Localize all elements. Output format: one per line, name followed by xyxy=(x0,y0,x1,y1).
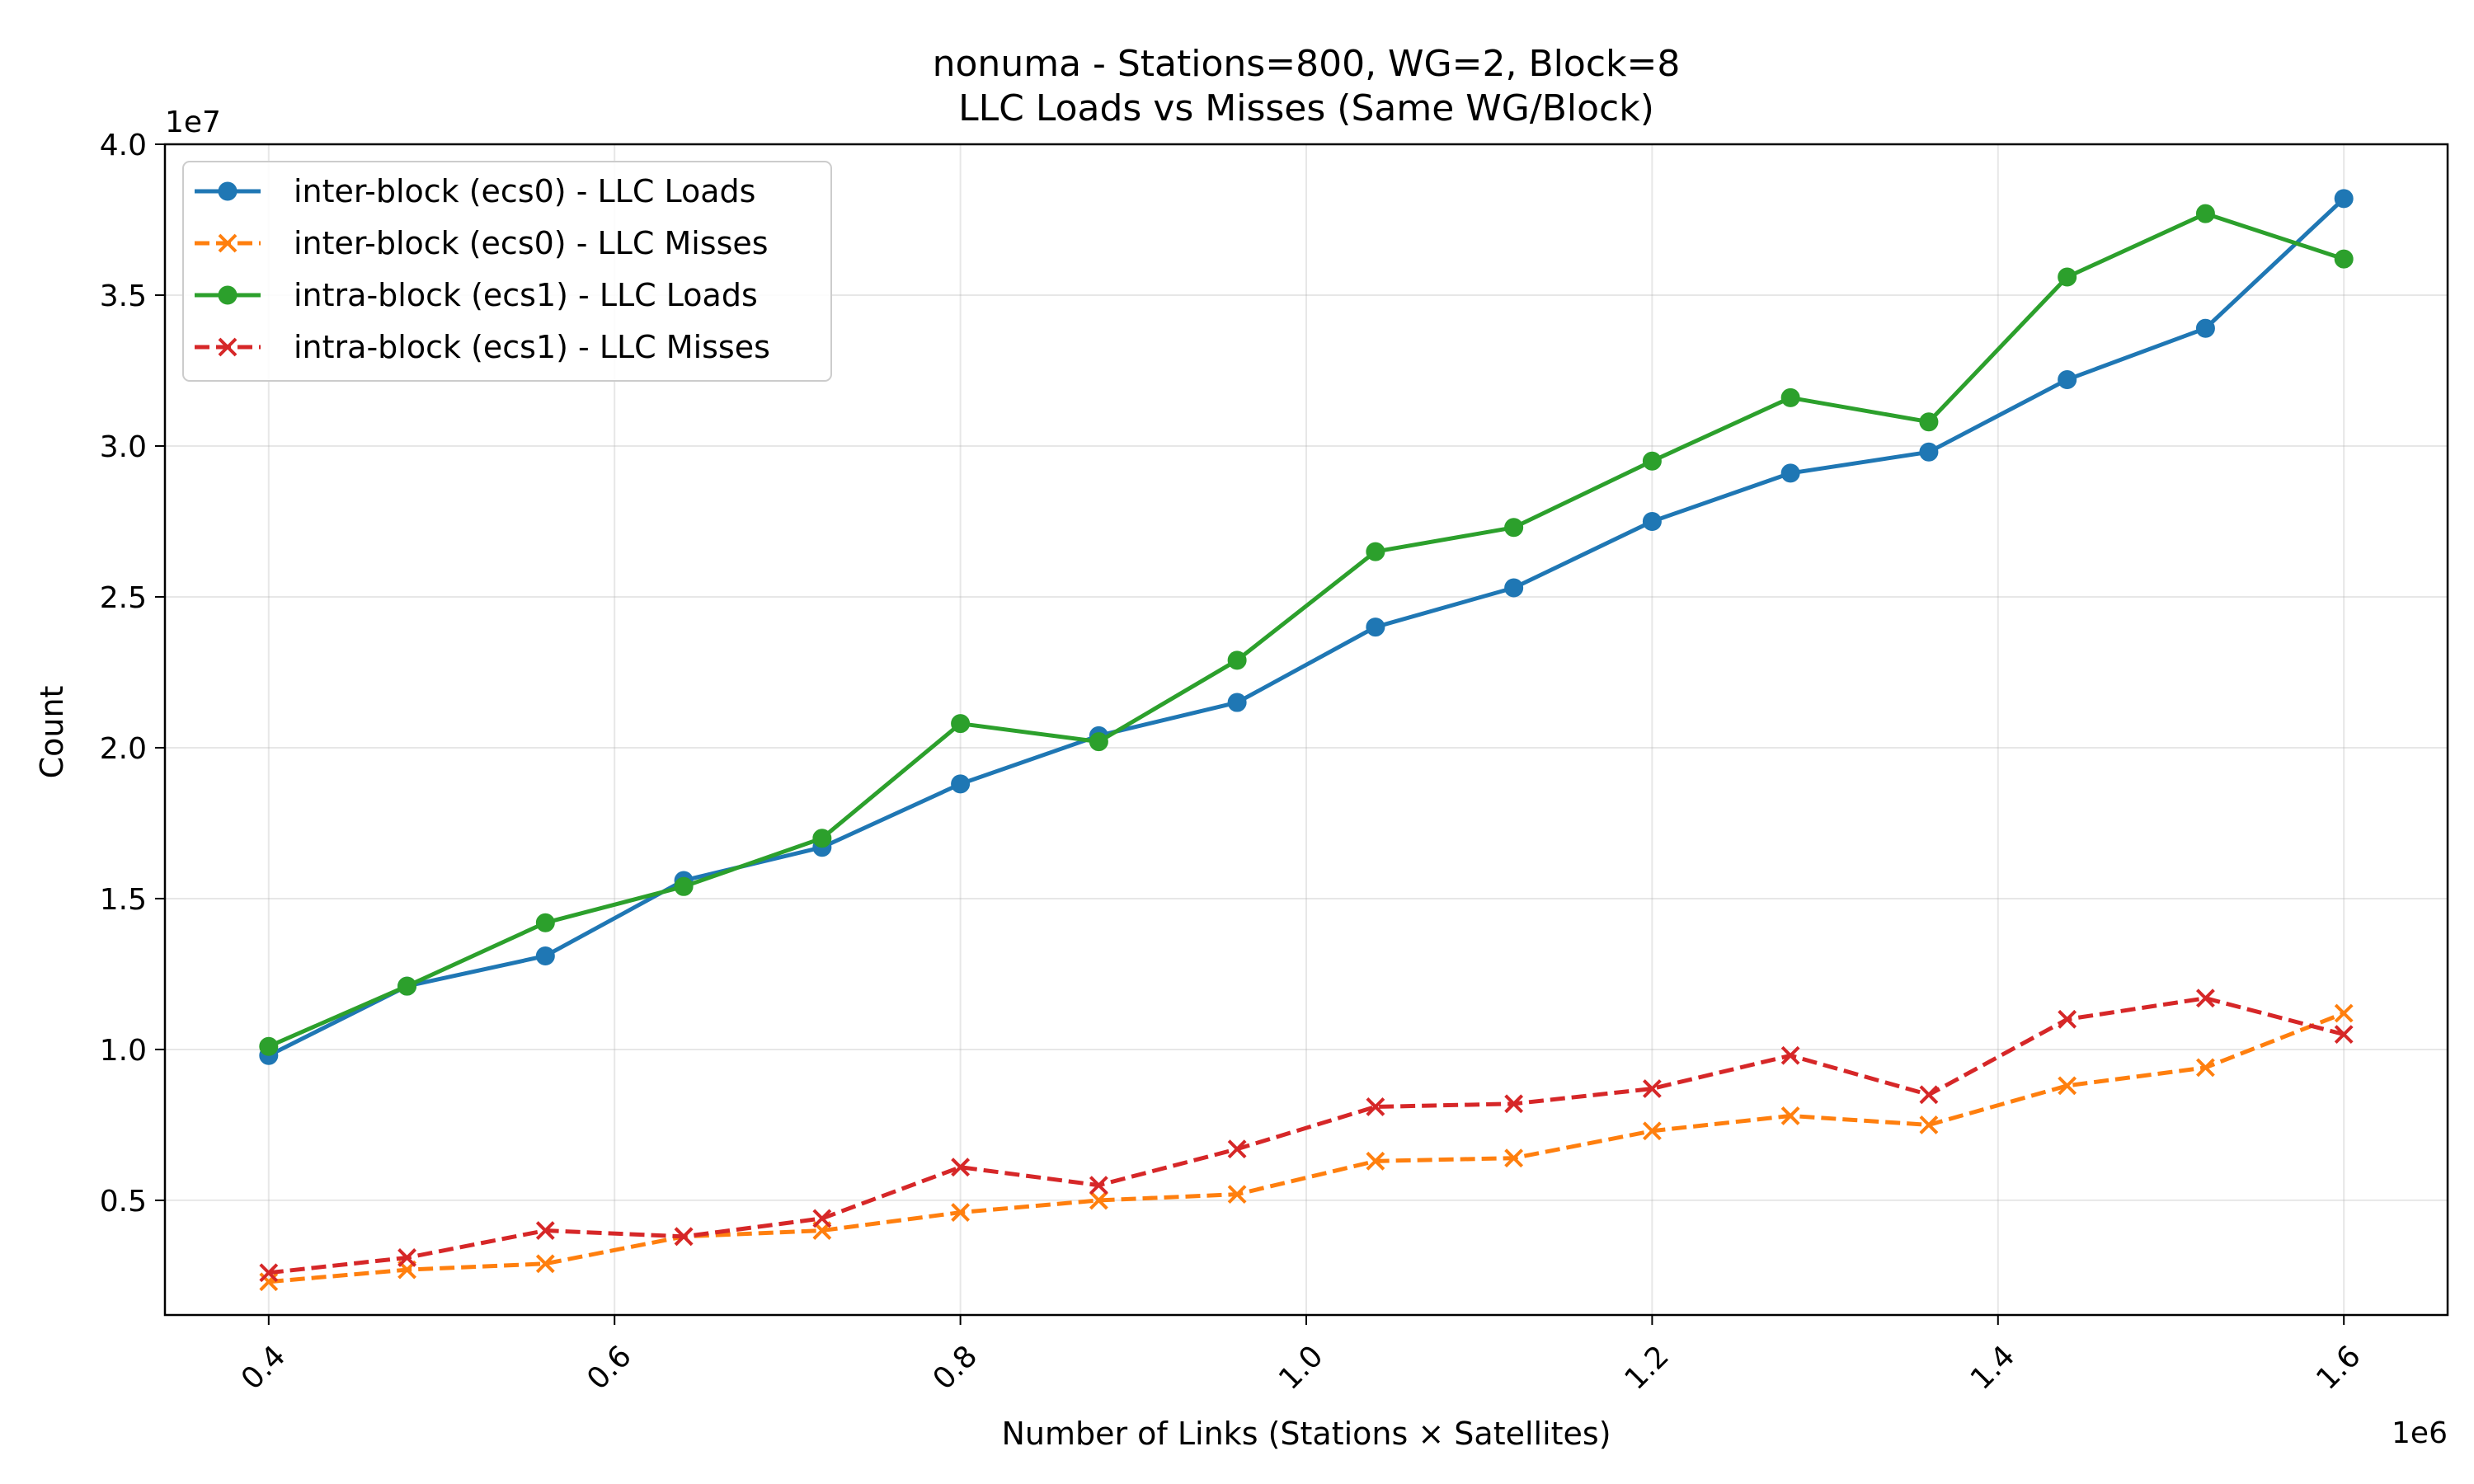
x-axis-label: Number of Links (Stations × Satellites) xyxy=(1001,1416,1611,1452)
series-4-point xyxy=(397,1248,416,1267)
series-3-point xyxy=(812,829,832,848)
series-layer xyxy=(259,189,2354,1292)
series-1-line xyxy=(267,197,2345,1058)
series-4-point xyxy=(535,1221,555,1240)
series-2-point xyxy=(2334,1003,2354,1023)
y-axis-label: Count xyxy=(34,686,70,779)
legend-marker xyxy=(218,181,238,201)
series-4-point xyxy=(1227,1139,1247,1159)
y-tick-label: 0.5 xyxy=(100,1185,147,1219)
series-4-point xyxy=(2196,989,2215,1008)
chart-subtitle: LLC Loads vs Misses (Same WG/Block) xyxy=(958,87,1654,129)
plot-frame xyxy=(163,143,2449,1317)
series-3-point xyxy=(535,913,555,932)
series-4-point xyxy=(259,1263,279,1283)
series-3-point xyxy=(259,1036,279,1056)
y-tick-label: 3.0 xyxy=(100,430,147,464)
legend-label: intra-block (ecs1) - LLC Misses xyxy=(294,329,770,365)
y-tick-label: 3.5 xyxy=(100,279,147,313)
series-3-point xyxy=(674,876,694,896)
y-tick-label: 1.5 xyxy=(100,883,147,917)
series-3-point xyxy=(2058,267,2077,287)
series-1-point xyxy=(535,946,555,965)
series-2-point xyxy=(535,1254,555,1274)
legend-label: inter-block (ecs0) - LLC Misses xyxy=(294,225,769,261)
series-4-point xyxy=(674,1227,694,1247)
series-1-point xyxy=(1780,463,1800,483)
series-3-point xyxy=(1366,542,1385,561)
series-3-point xyxy=(951,714,971,734)
series-1-point xyxy=(2195,318,2215,338)
series-2-point xyxy=(1366,1151,1385,1171)
series-1-point xyxy=(1227,693,1247,712)
y-tick-label: 2.0 xyxy=(100,732,147,766)
y-tick-label: 1.0 xyxy=(100,1034,147,1068)
legend-marker xyxy=(218,337,238,357)
series-4-point xyxy=(1089,1176,1108,1195)
series-3-point xyxy=(1227,650,1247,670)
series-3-point xyxy=(2334,249,2354,269)
series-1-point xyxy=(1919,442,1939,462)
series-4-point xyxy=(1919,1085,1939,1105)
series-1-point xyxy=(1366,618,1385,637)
series-4-point xyxy=(1780,1045,1800,1065)
series-2-point xyxy=(1227,1185,1247,1205)
x-offset-text: 1e6 xyxy=(2392,1416,2448,1450)
legend-label: intra-block (ecs1) - LLC Loads xyxy=(294,277,758,313)
series-1-point xyxy=(2334,189,2354,209)
series-3-point xyxy=(1642,451,1662,471)
legend-label: inter-block (ecs0) - LLC Loads xyxy=(294,173,755,209)
series-3-point xyxy=(1780,387,1800,407)
series-3-line xyxy=(267,211,2345,1049)
legend-box xyxy=(182,161,832,382)
series-2-point xyxy=(1504,1148,1524,1168)
series-4-point xyxy=(812,1209,832,1228)
legend: inter-block (ecs0) - LLC Loads inter-bloc… xyxy=(182,161,832,382)
series-4-point xyxy=(1642,1079,1662,1098)
y-ticks: 0.5 1.0 1.5 2.0 2.5 3.0 3.5 4.0 xyxy=(100,129,165,1219)
legend-marker xyxy=(218,233,238,253)
series-2-line xyxy=(268,1011,2345,1284)
series-4-point xyxy=(2334,1025,2354,1045)
y-offset-text: 1e7 xyxy=(165,106,221,139)
y-tick-label: 2.5 xyxy=(100,581,147,615)
series-1-point xyxy=(2058,369,2077,389)
series-3-point xyxy=(397,976,417,996)
series-1-point xyxy=(1642,511,1662,531)
series-2-point xyxy=(2058,1076,2077,1096)
series-2-point xyxy=(951,1203,971,1222)
series-4-line xyxy=(268,996,2345,1275)
legend-marker xyxy=(218,285,238,305)
series-2-point xyxy=(2196,1058,2215,1078)
series-2-point xyxy=(1642,1121,1662,1141)
series-3-point xyxy=(1089,732,1108,752)
chart-title: nonuma - Stations=800, WG=2, Block=8 xyxy=(933,43,1681,85)
series-4-point xyxy=(1366,1097,1385,1116)
series-3-point xyxy=(1504,518,1524,538)
series-1-point xyxy=(1504,578,1524,598)
series-2-point xyxy=(1919,1115,1939,1134)
series-4-point xyxy=(951,1158,971,1177)
series-4-point xyxy=(2058,1009,2077,1029)
series-2-point xyxy=(1089,1190,1108,1210)
series-3-point xyxy=(2195,204,2215,223)
series-1-point xyxy=(951,774,971,794)
series-2-point xyxy=(1780,1106,1800,1125)
y-tick-label: 4.0 xyxy=(100,129,147,162)
series-3-point xyxy=(1919,412,1939,432)
series-4-point xyxy=(1504,1094,1524,1114)
